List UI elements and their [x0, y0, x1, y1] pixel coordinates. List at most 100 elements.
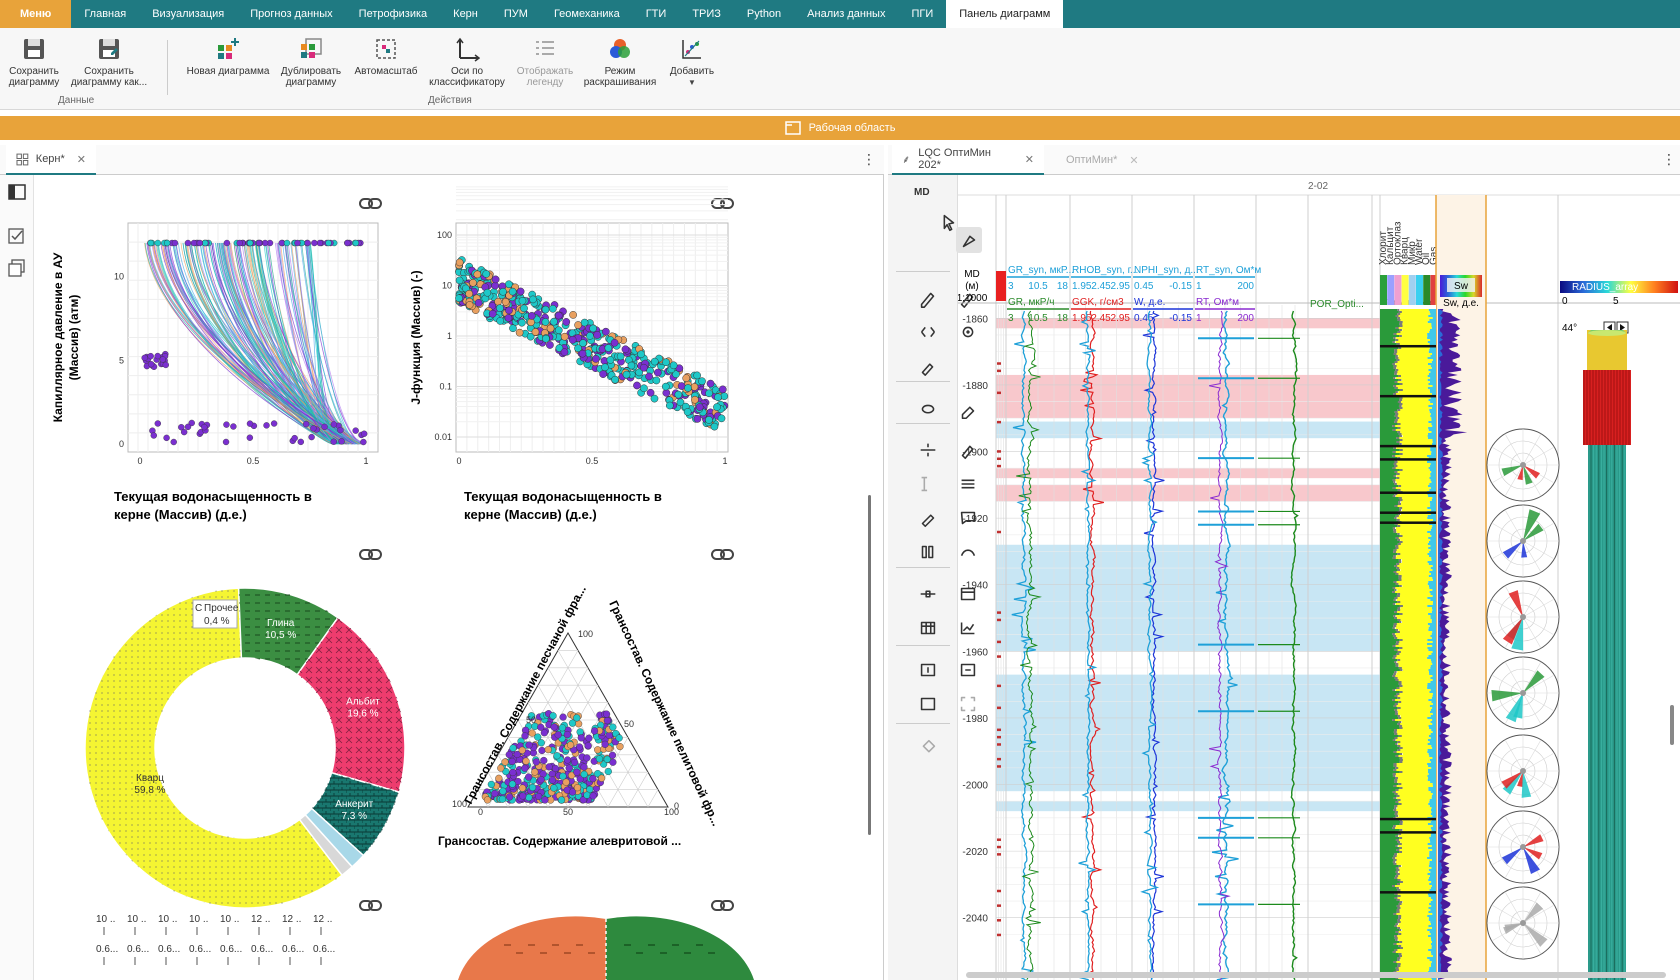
fit-horizontal-icon[interactable]	[955, 657, 981, 683]
jf-point	[504, 314, 513, 322]
menu-item-7[interactable]: Геомеханика	[553, 8, 620, 20]
chart-line-icon[interactable]	[955, 615, 981, 641]
donut-slice[interactable]	[298, 813, 354, 877]
level-icon[interactable]	[915, 581, 941, 607]
menu-item-0[interactable]: Меню	[0, 0, 72, 28]
fit-vertical-icon[interactable]	[915, 657, 941, 683]
autoscale-button[interactable]: Автомасштаб	[350, 36, 422, 77]
menu-item-5[interactable]: Керн	[453, 8, 478, 20]
panel-icon[interactable]	[955, 581, 981, 607]
lith-fill	[1380, 353, 1394, 356]
save-diagram-button[interactable]: Сохранить диаграмму	[8, 36, 60, 88]
jf-point	[616, 352, 625, 361]
pointer-icon[interactable]	[935, 209, 961, 235]
pen-erase-icon[interactable]	[955, 285, 981, 311]
columns-icon[interactable]	[915, 539, 941, 565]
md-mode-label[interactable]: MD	[914, 187, 930, 198]
panel-toggle-icon[interactable]	[8, 183, 26, 201]
track-name[interactable]: W, д.е.	[1134, 297, 1165, 308]
link-chain-icon[interactable]	[711, 900, 734, 911]
scale-100-icon[interactable]	[915, 691, 941, 717]
track-name[interactable]: RT_syn, Ом*м	[1196, 265, 1261, 276]
lith-fill	[1380, 877, 1395, 880]
pen-edit-icon[interactable]	[915, 285, 941, 311]
show-legend-button[interactable]: Отображать легенду	[512, 36, 578, 88]
j-function-chart: 100 10 1 0.1 0.01 0 0.5 1 J-функция (Массив) (-)…	[409, 186, 729, 522]
comment-icon[interactable]	[955, 505, 981, 531]
close-icon[interactable]: ✕	[76, 153, 86, 166]
menu-item-10[interactable]: Python	[746, 8, 782, 20]
split-icon[interactable]	[915, 437, 941, 463]
menu-item-2[interactable]: Визуализация	[152, 8, 225, 20]
menu-item-3[interactable]: Прогноз данных	[250, 8, 333, 20]
track-name[interactable]: POR_Opti...	[1310, 299, 1364, 310]
tab-core[interactable]: Керн* ✕	[6, 145, 96, 175]
pc-xtick: 0	[137, 456, 142, 466]
close-icon[interactable]: ✕	[1024, 153, 1034, 166]
coloring-mode-button[interactable]: Режим раскрашивания	[582, 36, 658, 88]
link-chain-icon[interactable]	[359, 900, 382, 911]
pc-point	[246, 239, 254, 247]
selection-icon[interactable]	[915, 319, 941, 345]
save-diagram-as-button[interactable]: Сохранить диаграмму как...	[68, 36, 150, 88]
lith-fill	[1380, 557, 1393, 560]
ternary-point	[506, 793, 514, 801]
axis-i-icon[interactable]	[915, 471, 941, 497]
lines-icon[interactable]	[955, 471, 981, 497]
track-name[interactable]: GR, мкР/ч	[1008, 297, 1054, 308]
fit-all-icon[interactable]	[955, 691, 981, 717]
menu-item-12[interactable]: ПГИ	[911, 8, 934, 20]
track-name[interactable]: GR_syn, мкР...	[1008, 265, 1074, 276]
left-scrollbar[interactable]	[868, 495, 871, 835]
tab-optimin[interactable]: ОптиМин* ✕	[1048, 145, 1144, 175]
lith-fill	[1380, 925, 1395, 928]
lasso-icon[interactable]	[915, 397, 941, 423]
add-button[interactable]: Добавить ▼	[664, 36, 720, 88]
menu-item-1[interactable]: Главная	[84, 8, 127, 20]
track-name[interactable]: GGK, г/см3	[1072, 297, 1124, 308]
target-icon[interactable]	[955, 319, 981, 345]
lith-fill	[1380, 647, 1400, 650]
workspace-bar[interactable]: Рабочая область	[0, 116, 1680, 140]
checklist-icon[interactable]	[8, 227, 26, 245]
lith-fill	[1380, 941, 1400, 944]
fill-icon[interactable]	[915, 735, 941, 761]
close-icon[interactable]: ✕	[1129, 154, 1139, 167]
link-chain-icon[interactable]	[711, 549, 734, 560]
menu-item-8[interactable]: ГТИ	[645, 8, 667, 20]
axes-label-2: классификатору	[429, 77, 505, 88]
axes-by-classifier-button[interactable]: Оси по классификатору	[426, 36, 508, 88]
lith-fill	[1380, 563, 1397, 566]
lith-fill	[1380, 611, 1395, 614]
menu-item-4[interactable]: Петрофизика	[358, 8, 428, 20]
brush-icon[interactable]	[915, 353, 941, 379]
layers-icon[interactable]	[8, 259, 26, 277]
link-chain-icon[interactable]	[711, 198, 734, 209]
sw-name[interactable]: Sw, д.е.	[1443, 298, 1479, 309]
log-hscrollbar[interactable]	[966, 972, 1666, 978]
menu-item-9[interactable]: ТРИЗ	[692, 8, 721, 20]
eraser-icon[interactable]	[955, 397, 981, 423]
table-icon[interactable]	[915, 615, 941, 641]
more-options-icon[interactable]: ⋮	[1662, 151, 1676, 167]
track-name[interactable]: RHOB_syn, г...	[1072, 265, 1138, 276]
track-name[interactable]: NPHI_syn, д...	[1134, 265, 1199, 276]
link-chain-icon[interactable]	[359, 549, 382, 560]
track-name[interactable]: RT, Ом*м	[1196, 297, 1239, 308]
more-options-icon[interactable]: ⋮	[862, 151, 876, 167]
scale-label: 1:1000	[958, 293, 988, 304]
link-chain-icon[interactable]	[359, 198, 382, 209]
duplicate-diagram-button[interactable]: Дублировать диаграмму	[278, 36, 344, 88]
new-diagram-button[interactable]: Новая диаграмма	[184, 36, 272, 77]
log-vscrollbar[interactable]	[1670, 705, 1674, 745]
tab-lqc-optimin[interactable]: ⸙ LQC ОптиМин 202* ✕	[892, 145, 1044, 175]
menu-item-13[interactable]: Панель диаграмм	[946, 0, 1064, 28]
menu-item-11[interactable]: Анализ данных	[807, 8, 886, 20]
lith-fill	[1380, 967, 1396, 970]
hand-edit-icon[interactable]	[955, 437, 981, 463]
menu-item-6[interactable]: ПУМ	[503, 8, 528, 20]
radius-name[interactable]: RADIUS_array	[1572, 282, 1638, 293]
marker-icon[interactable]	[915, 505, 941, 531]
curve-icon[interactable]	[955, 539, 981, 565]
cursor-mode-icon[interactable]	[956, 227, 982, 253]
